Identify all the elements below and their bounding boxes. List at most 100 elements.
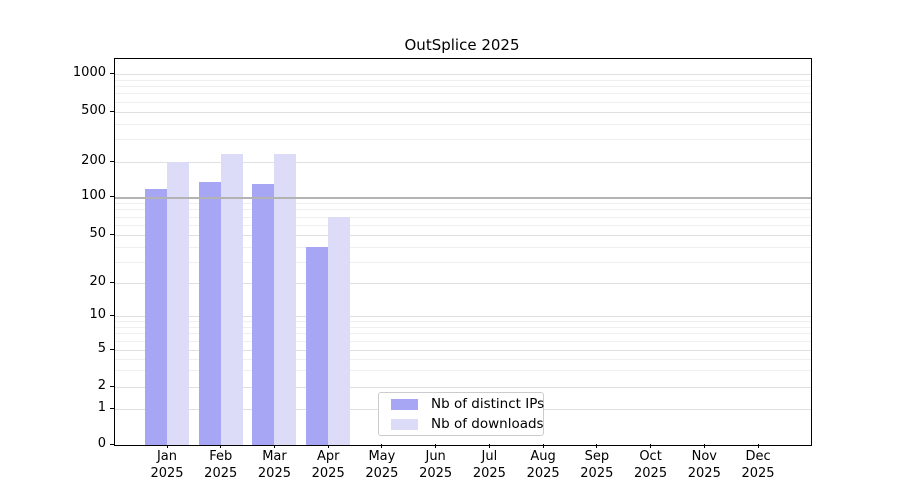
bar-downloads-jan bbox=[167, 161, 189, 445]
ytick-mark bbox=[110, 407, 114, 409]
year-label: 2025 bbox=[526, 466, 560, 481]
ytick-mark bbox=[110, 73, 114, 74]
ytick-label-20: 20 bbox=[89, 274, 106, 289]
year-label: 2025 bbox=[419, 466, 453, 481]
legend-item-distinct-ips: Nb of distinct IPs bbox=[385, 394, 545, 414]
month-label: Dec bbox=[745, 449, 771, 464]
gridline-minor bbox=[115, 202, 811, 204]
gridline-minor bbox=[115, 358, 811, 360]
ytick-label-0: 0 bbox=[97, 436, 106, 451]
bar-downloads-mar bbox=[274, 154, 297, 445]
xtick-label-sep: Sep 2025 bbox=[567, 448, 627, 482]
gridline-minor bbox=[115, 225, 811, 226]
ytick-label-1: 1 bbox=[97, 399, 106, 415]
xtick-label-feb: Feb 2025 bbox=[191, 448, 251, 482]
gridline-2 bbox=[115, 387, 811, 388]
gridline-minor bbox=[115, 326, 811, 328]
xtick-mark bbox=[757, 444, 759, 448]
ytick-label-2: 2 bbox=[97, 378, 106, 393]
gridline-minor bbox=[115, 216, 811, 218]
xtick-mark bbox=[542, 444, 544, 448]
xtick-label-mar: Mar 2025 bbox=[244, 448, 304, 482]
gridline-minor bbox=[115, 333, 811, 335]
legend-swatch-distinct-ips bbox=[391, 398, 418, 410]
ytick-mark bbox=[110, 160, 114, 162]
gridline-minor bbox=[115, 340, 811, 342]
year-label: 2025 bbox=[365, 466, 399, 481]
xtick-mark bbox=[596, 444, 598, 448]
ytick-mark bbox=[110, 386, 114, 387]
xtick-label-jan: Jan 2025 bbox=[137, 448, 197, 482]
month-label: Feb bbox=[209, 449, 233, 464]
bar-distinct-ips-apr bbox=[306, 246, 329, 445]
year-label: 2025 bbox=[257, 466, 291, 481]
gridline-500 bbox=[115, 111, 811, 113]
gridline-minor bbox=[115, 93, 811, 95]
xtick-label-may: May 2025 bbox=[352, 448, 412, 482]
xtick-label-apr: Apr 2025 bbox=[298, 448, 358, 482]
gridline-200 bbox=[115, 161, 811, 163]
legend: Nb of distinct IPs Nb of downloads bbox=[378, 392, 544, 436]
gridline-minor bbox=[115, 261, 811, 263]
ytick-label-100: 100 bbox=[81, 188, 106, 203]
ytick-mark bbox=[110, 196, 114, 197]
xtick-mark bbox=[435, 444, 437, 448]
bar-distinct-ips-feb bbox=[198, 181, 221, 445]
year-label: 2025 bbox=[311, 466, 345, 481]
xtick-label-aug: Aug 2025 bbox=[513, 448, 573, 482]
ytick-mark bbox=[110, 234, 114, 235]
gridline-minor bbox=[115, 101, 811, 103]
reference-line-100 bbox=[115, 197, 811, 199]
ytick-mark bbox=[110, 348, 114, 350]
year-label: 2025 bbox=[580, 466, 614, 481]
gridline-minor bbox=[115, 370, 811, 372]
ytick-label-200: 200 bbox=[81, 152, 106, 168]
ytick-label-50: 50 bbox=[89, 226, 106, 241]
gridline-20 bbox=[115, 283, 811, 284]
legend-label-downloads: Nb of downloads bbox=[431, 416, 544, 432]
month-label: Oct bbox=[639, 449, 662, 464]
xtick-mark bbox=[166, 444, 168, 448]
gridline-minor bbox=[115, 79, 811, 81]
year-label: 2025 bbox=[687, 466, 721, 481]
legend-item-downloads: Nb of downloads bbox=[385, 414, 544, 434]
xtick-mark bbox=[650, 444, 652, 448]
ytick-mark bbox=[110, 110, 114, 112]
year-label: 2025 bbox=[150, 466, 184, 481]
xtick-mark bbox=[488, 444, 490, 448]
ytick-label-10: 10 bbox=[89, 307, 106, 322]
gridline-minor bbox=[115, 86, 811, 88]
month-label: Nov bbox=[691, 449, 717, 464]
gridline-minor bbox=[115, 246, 811, 248]
ytick-mark bbox=[110, 282, 114, 283]
gridline-1000 bbox=[115, 74, 811, 75]
month-label: Apr bbox=[316, 449, 340, 464]
ytick-mark bbox=[110, 444, 114, 445]
year-label: 2025 bbox=[472, 466, 506, 481]
month-label: May bbox=[368, 449, 396, 464]
gridline-minor bbox=[115, 123, 811, 125]
gridline-minor bbox=[115, 209, 811, 211]
gridline-minor bbox=[115, 321, 811, 323]
bar-downloads-apr bbox=[328, 216, 351, 445]
ytick-label-500: 500 bbox=[81, 102, 106, 118]
plot-area bbox=[114, 58, 812, 446]
chart-title: OutSplice 2025 bbox=[404, 36, 520, 54]
legend-swatch-downloads bbox=[391, 418, 418, 430]
bar-downloads-feb bbox=[220, 153, 243, 445]
xtick-label-dec: Dec 2025 bbox=[728, 448, 788, 482]
xtick-label-jun: Jun 2025 bbox=[406, 448, 466, 482]
xtick-mark bbox=[220, 444, 222, 448]
gridline-50 bbox=[115, 235, 811, 236]
legend-label-distinct-ips: Nb of distinct IPs bbox=[431, 396, 545, 412]
xtick-mark bbox=[327, 444, 329, 448]
month-label: Jun bbox=[425, 449, 446, 464]
bar-distinct-ips-mar bbox=[252, 184, 275, 445]
xtick-label-oct: Oct 2025 bbox=[621, 448, 681, 482]
year-label: 2025 bbox=[741, 466, 775, 481]
year-label: 2025 bbox=[204, 466, 238, 481]
bar-distinct-ips-jan bbox=[145, 189, 167, 445]
gridline-5 bbox=[115, 349, 811, 351]
gridline-10 bbox=[115, 316, 811, 317]
